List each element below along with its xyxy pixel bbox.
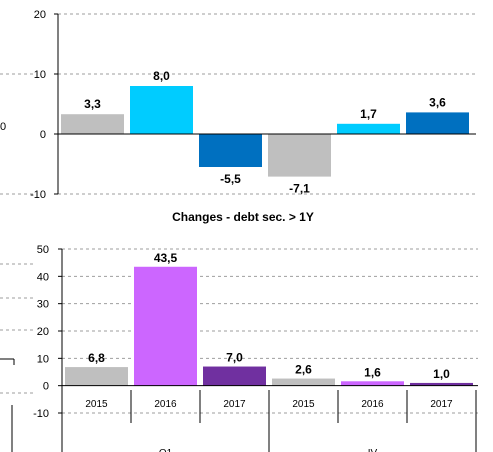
chart-title: Changes - debt sec. > 1Y [172, 210, 314, 224]
x-tick-label: 2015 [292, 399, 315, 410]
x-tick-label: 2017 [223, 399, 246, 410]
data-label: 8,0 [153, 69, 170, 83]
y-tick-label: 20 [37, 326, 49, 338]
bar [410, 382, 473, 386]
bar [341, 381, 404, 386]
x-tick-label: 2016 [361, 399, 384, 410]
bar [337, 123, 400, 134]
data-label: 3,3 [84, 97, 101, 111]
y-tick-label: 0 [40, 129, 46, 141]
data-label: 6,8 [88, 351, 105, 365]
x-tick-label: 2017 [430, 399, 453, 410]
y-tick-label: -10 [30, 189, 46, 201]
y-tick-label: 0 [43, 381, 49, 393]
data-label: 1,7 [360, 107, 377, 121]
y-tick-label: 50 [37, 244, 49, 256]
data-label: 1,0 [433, 367, 450, 381]
bar [134, 266, 197, 386]
bar [61, 114, 124, 134]
bar [199, 134, 262, 167]
x-group-label: Q1 [159, 448, 173, 452]
y-tick-label: 30 [37, 299, 49, 311]
data-label: -7,1 [289, 182, 310, 196]
y-tick-label: -10 [33, 408, 49, 420]
x-group-label: IV [368, 448, 378, 452]
data-label: 1,6 [364, 365, 381, 379]
y-tick-label: 10 [37, 353, 49, 365]
bar [272, 378, 335, 386]
data-label: 43,5 [154, 251, 178, 265]
bar [203, 366, 266, 386]
bar [65, 367, 128, 386]
y-tick-label: 40 [37, 271, 49, 283]
x-tick-label: 2015 [85, 399, 108, 410]
data-label: -5,5 [220, 172, 241, 186]
bar [268, 134, 331, 177]
edge-label: 0 [0, 121, 6, 133]
bar [406, 112, 469, 134]
bar [130, 86, 193, 134]
bottom-bar-chart: -10 0 10 20 30 40 50 6,8 43,5 7,0 2,6 1,6 1,0 2015 201… [0, 244, 478, 452]
data-label: 3,6 [429, 95, 446, 109]
y-tick-label: 20 [34, 9, 46, 21]
data-label: 7,0 [226, 351, 243, 365]
x-tick-label: 2016 [154, 399, 177, 410]
top-bar-chart: 0 -10 0 10 20 3,3 8,0 -5,5 -7,1 1,7 3,6 [0, 9, 476, 201]
data-label: 2,6 [295, 363, 312, 377]
y-tick-label: 10 [34, 69, 46, 81]
